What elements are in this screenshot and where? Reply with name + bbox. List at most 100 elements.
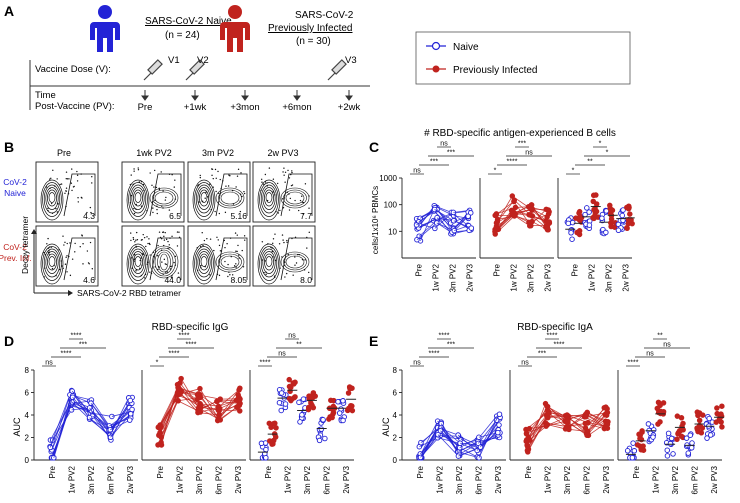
x-tick-label: 3m PV2	[303, 465, 312, 494]
flow-plot: 4.3	[35, 161, 99, 223]
flow-event	[165, 238, 168, 241]
flow-event	[48, 254, 51, 256]
flow-event	[204, 266, 206, 268]
flow-event	[264, 181, 267, 183]
flow-event	[133, 259, 135, 261]
flow-event	[153, 186, 155, 188]
flow-event	[283, 167, 285, 169]
legend: Naive Previously Infected	[415, 31, 631, 85]
subject-line	[436, 217, 453, 233]
flow-event	[308, 231, 310, 234]
subject-line	[514, 199, 531, 216]
flow-event	[157, 268, 159, 271]
data-point	[620, 207, 626, 213]
flow-event	[167, 240, 169, 243]
flow-event	[215, 177, 217, 179]
flow-event	[260, 178, 263, 180]
flow-event	[231, 274, 234, 276]
flow-event	[130, 174, 132, 176]
flow-event	[54, 185, 56, 187]
flow-event	[261, 181, 263, 183]
y-tick-label: 2	[393, 434, 398, 443]
flow-event	[198, 201, 200, 203]
flow-event	[274, 259, 277, 262]
flow-contour	[154, 191, 174, 205]
flow-plot: 6.5	[121, 161, 185, 223]
x-tick-label: 2w PV3	[544, 263, 553, 291]
data-point	[599, 215, 605, 222]
data-point	[584, 205, 590, 211]
flow-event	[77, 201, 79, 203]
flow-event	[224, 260, 226, 263]
data-point	[657, 408, 664, 415]
flow-event	[145, 245, 147, 248]
subject-line	[91, 410, 110, 431]
flow-event	[134, 241, 136, 243]
flow-event	[284, 181, 286, 183]
flow-contour	[262, 187, 276, 210]
flow-contour	[149, 245, 179, 279]
data-point	[127, 411, 134, 417]
flow-event	[62, 267, 64, 270]
sig-label: ****	[507, 159, 518, 166]
flow-event	[143, 189, 145, 192]
flow-event	[200, 245, 202, 248]
flow-event	[299, 199, 302, 202]
flow-event	[206, 238, 208, 240]
flow-event	[55, 274, 57, 277]
flow-gate	[63, 173, 96, 217]
flow-event	[135, 245, 137, 247]
flow-event	[80, 196, 83, 199]
flow-event	[137, 169, 140, 171]
data-point	[318, 426, 325, 432]
data-point	[306, 393, 312, 399]
y-tick-label: 0	[25, 456, 30, 465]
flow-event	[265, 273, 267, 276]
subject-line	[526, 415, 547, 442]
subject-line	[496, 195, 513, 224]
flow-event	[288, 209, 291, 211]
flow-contour	[285, 191, 305, 205]
sig-label: *	[572, 168, 575, 175]
flow-event	[301, 195, 303, 197]
flow-event	[144, 277, 146, 279]
subject-line	[494, 201, 515, 216]
data-point	[627, 211, 633, 217]
flow-event	[146, 236, 148, 238]
flow-event	[52, 169, 54, 172]
subject-line	[459, 436, 480, 449]
data-point	[335, 398, 341, 405]
flow-event	[219, 178, 221, 181]
data-point	[719, 424, 725, 430]
subject-line	[587, 407, 605, 432]
flow-event	[148, 238, 150, 240]
subject-line	[72, 395, 92, 404]
flow-contour	[265, 192, 273, 203]
subject-line	[218, 394, 239, 420]
data-point	[615, 227, 622, 234]
subject-line	[433, 210, 454, 230]
flow-event	[229, 175, 231, 177]
subject-line	[416, 209, 435, 226]
data-point	[47, 444, 54, 451]
flow-event	[196, 269, 199, 272]
x-tick-label: 3m PV2	[449, 263, 458, 292]
flow-plot-frame	[121, 225, 185, 287]
flow-plots: 4.3 6.5 5.16 7.7 4.6 44.0 8.05 8.0	[35, 161, 316, 287]
flow-event	[239, 210, 242, 213]
data-point	[695, 412, 701, 419]
flow-contour	[199, 253, 209, 271]
flow-event	[130, 257, 133, 259]
flow-event	[199, 174, 201, 177]
flow-event	[149, 271, 151, 273]
flow-event	[177, 272, 180, 274]
flow-event	[50, 246, 53, 248]
flow-contour	[218, 253, 242, 271]
flow-event	[282, 171, 284, 173]
flow-event	[261, 241, 264, 243]
flow-event	[65, 177, 67, 180]
data-point	[624, 225, 630, 232]
